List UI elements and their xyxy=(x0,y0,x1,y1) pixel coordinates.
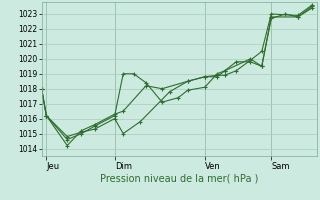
X-axis label: Pression niveau de la mer( hPa ): Pression niveau de la mer( hPa ) xyxy=(100,173,258,183)
